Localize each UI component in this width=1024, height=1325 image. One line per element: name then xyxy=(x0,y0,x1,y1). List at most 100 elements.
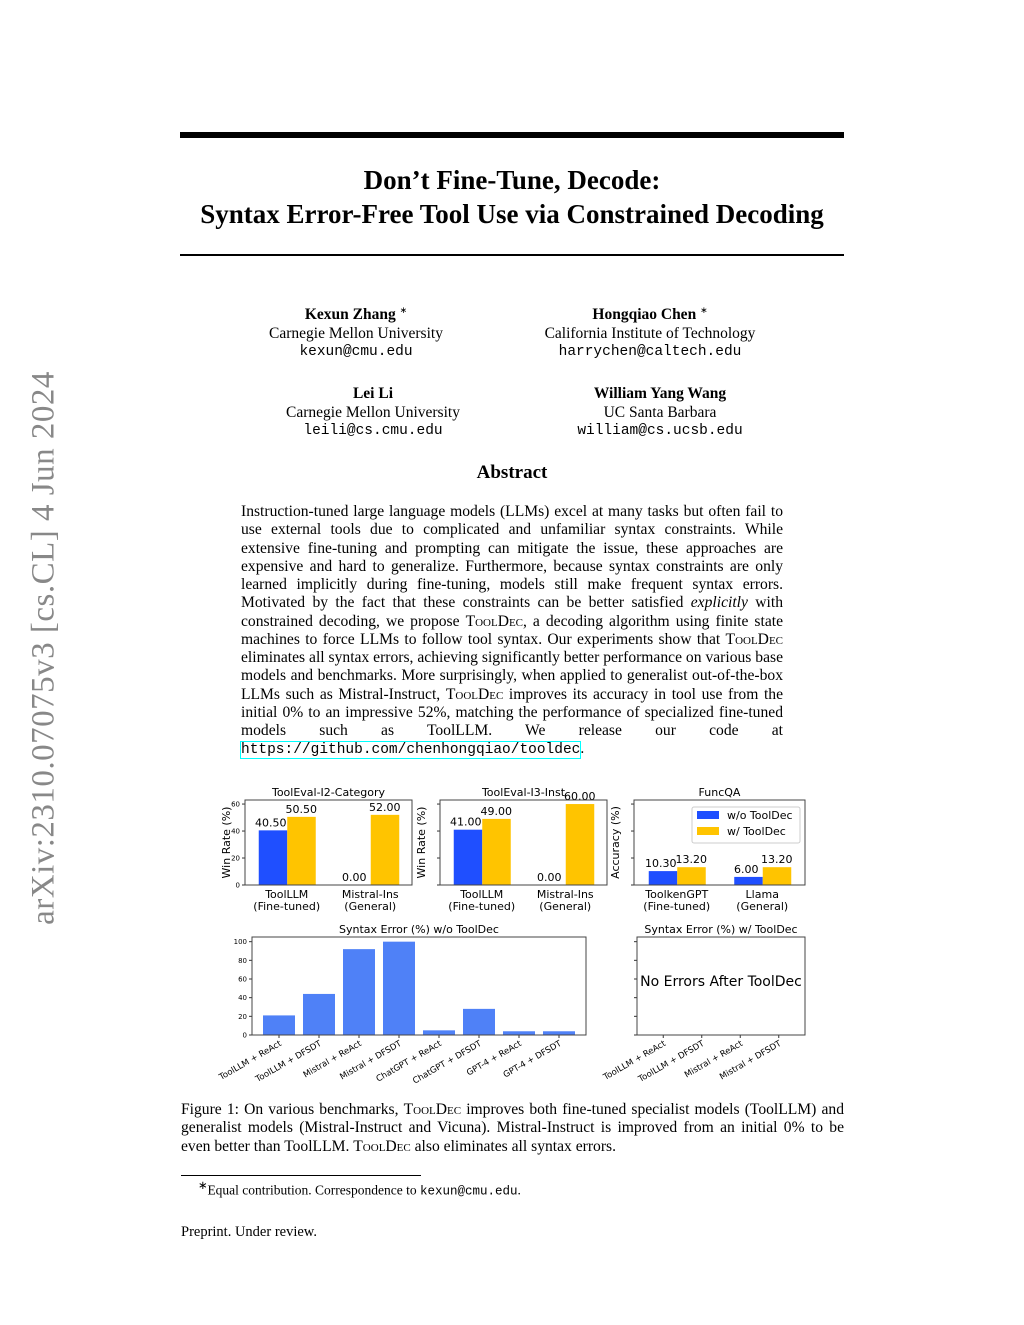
arxiv-stamp: arXiv:2310.07075v3 [cs.CL] 4 Jun 2024 xyxy=(25,371,62,925)
data-label: 13.20 xyxy=(676,853,708,866)
text-segment: with constrained decoding, we propose xyxy=(241,594,783,630)
bar xyxy=(370,814,400,885)
data-label: 0.00 xyxy=(537,871,562,884)
author-email[interactable]: william@cs.ucsb.edu xyxy=(577,423,743,439)
footnote-mark: ∗ xyxy=(399,305,408,315)
author-name: Hongqiao Chen xyxy=(592,306,697,324)
y-tick-label: 80 xyxy=(238,957,247,965)
bar xyxy=(343,949,375,1035)
data-label: 40.50 xyxy=(255,816,287,829)
chart-title: ToolEval-I3-Inst xyxy=(481,786,566,799)
bar xyxy=(482,818,511,885)
axes-frame xyxy=(251,936,587,1036)
y-tick-label: 60 xyxy=(238,976,247,984)
chart-title: Syntax Error (%) w/o ToolDec xyxy=(339,923,499,936)
author-email[interactable]: kexun@cmu.edu xyxy=(299,344,413,361)
bar xyxy=(258,830,288,885)
y-tick-label: 0 xyxy=(236,882,240,890)
bar xyxy=(423,1030,455,1035)
author-email[interactable]: harrychen@caltech.edu xyxy=(558,344,742,361)
footnote: ∗Equal contribution. Correspondence to k… xyxy=(198,1180,521,1199)
y-tick-label: 40 xyxy=(231,828,240,836)
author-name: Kexun Zhang xyxy=(304,306,396,324)
x-tick-label: (General) xyxy=(539,900,591,913)
data-label: 52.00 xyxy=(369,801,401,814)
footnote-mark: ∗ xyxy=(700,305,708,315)
bar xyxy=(303,993,335,1035)
data-label: 13.20 xyxy=(761,853,793,866)
author-block: Kexun Zhang ∗ Carnegie Mellon University… xyxy=(196,301,516,362)
data-label: 6.00 xyxy=(734,863,759,876)
data-label: 49.00 xyxy=(481,805,513,818)
x-tick-label: ToolkenGPT xyxy=(644,888,708,901)
legend-swatch xyxy=(697,811,719,819)
text-segment: explicitly xyxy=(690,594,748,612)
bar xyxy=(463,1008,495,1035)
y-tick-label: 40 xyxy=(238,994,247,1002)
text-segment: improves both fine-tuned specialist mode… xyxy=(181,1101,844,1155)
author-block: William Yang Wang UC Santa Barbara willi… xyxy=(500,385,820,441)
text-segment: , a decoding algorithm using finite stat… xyxy=(241,612,783,648)
author-email[interactable]: leili@cs.cmu.edu xyxy=(303,423,443,439)
method-name: ToolDec xyxy=(445,685,504,703)
author-block: Hongqiao Chen ∗ California Institute of … xyxy=(490,301,810,362)
footnote-email[interactable]: kexun@cmu.edu xyxy=(420,1184,518,1199)
x-tick-label: (General) xyxy=(344,900,396,913)
x-tick-label: ToolLLM + ReAct xyxy=(217,1039,284,1084)
text-segment: eliminates all syntax errors, achieving … xyxy=(241,649,783,703)
text-segment: Figure 1: On various benchmarks, xyxy=(181,1101,404,1118)
y-axis-label: Win Rate (%) xyxy=(415,807,428,879)
x-tick-label: ToolLLM + ReAct xyxy=(601,1039,668,1084)
text-segment: also eliminates all syntax errors. xyxy=(410,1137,616,1155)
x-tick-label: ToolLLM xyxy=(264,888,308,901)
bar xyxy=(565,804,595,885)
data-label: 41.00 xyxy=(450,816,482,829)
title-rule xyxy=(180,254,844,256)
chart-title: FuncQA xyxy=(699,786,741,799)
y-tick-label: 100 xyxy=(234,938,247,946)
y-tick-label: 60 xyxy=(231,801,240,809)
author-name: William Yang Wang xyxy=(593,385,727,402)
chart-title: Syntax Error (%) w/ ToolDec xyxy=(644,923,797,936)
method-name: ToolDec xyxy=(353,1137,411,1155)
x-tick-label: ToolLLM + DFSDT xyxy=(253,1039,324,1086)
axes-frame xyxy=(439,799,608,886)
text-segment: improves its accuracy in tool use from t… xyxy=(241,685,784,740)
chart-annotation: No Errors After ToolDec xyxy=(640,974,802,990)
x-tick-label: Mistral-Ins xyxy=(342,888,399,901)
top-rule xyxy=(180,132,844,138)
preprint-notice: Preprint. Under review. xyxy=(181,1224,317,1240)
x-tick-label: (Fine-tuned) xyxy=(643,900,710,913)
bar xyxy=(287,816,316,885)
author-block: Lei Li Carnegie Mellon University leili@… xyxy=(213,385,533,441)
title-line-1: Don’t Fine-Tune, Decode: xyxy=(363,165,661,195)
x-tick-label: Mistral-Ins xyxy=(537,888,594,901)
data-label: 0.00 xyxy=(342,871,367,884)
legend-label: w/ ToolDec xyxy=(727,825,786,838)
abstract-body: Instruction-tuned large language models … xyxy=(239,503,784,760)
x-tick-label: ToolLLM + DFSDT xyxy=(636,1039,707,1086)
figure-caption: Figure 1: On various benchmarks, ToolDec… xyxy=(181,1101,844,1156)
x-tick-label: ChatGPT + ReAct xyxy=(375,1039,444,1085)
title-line-2: Syntax Error-Free Tool Use via Constrain… xyxy=(200,199,824,229)
bar xyxy=(263,1015,295,1035)
footnote-rule xyxy=(181,1175,421,1176)
author-affiliation: UC Santa Barbara xyxy=(603,403,717,421)
method-name: ToolDec xyxy=(725,630,783,648)
y-tick-label: 20 xyxy=(238,1013,247,1021)
axes-frame xyxy=(633,799,806,886)
data-label: 60.00 xyxy=(564,790,596,803)
author-name: Lei Li xyxy=(352,385,394,402)
bar xyxy=(648,871,678,885)
x-tick-label: (General) xyxy=(736,900,788,913)
x-tick-label: ToolLLM xyxy=(459,888,503,901)
bar xyxy=(677,867,706,885)
legend-swatch xyxy=(697,827,719,835)
code-link[interactable]: https://github.com/chenhongqiao/tooldec xyxy=(239,741,582,760)
axes-frame xyxy=(636,936,806,1036)
text-segment: Instruction-tuned large language models … xyxy=(241,503,783,612)
x-tick-label: (Fine-tuned) xyxy=(253,900,320,913)
axes-frame xyxy=(244,799,413,886)
